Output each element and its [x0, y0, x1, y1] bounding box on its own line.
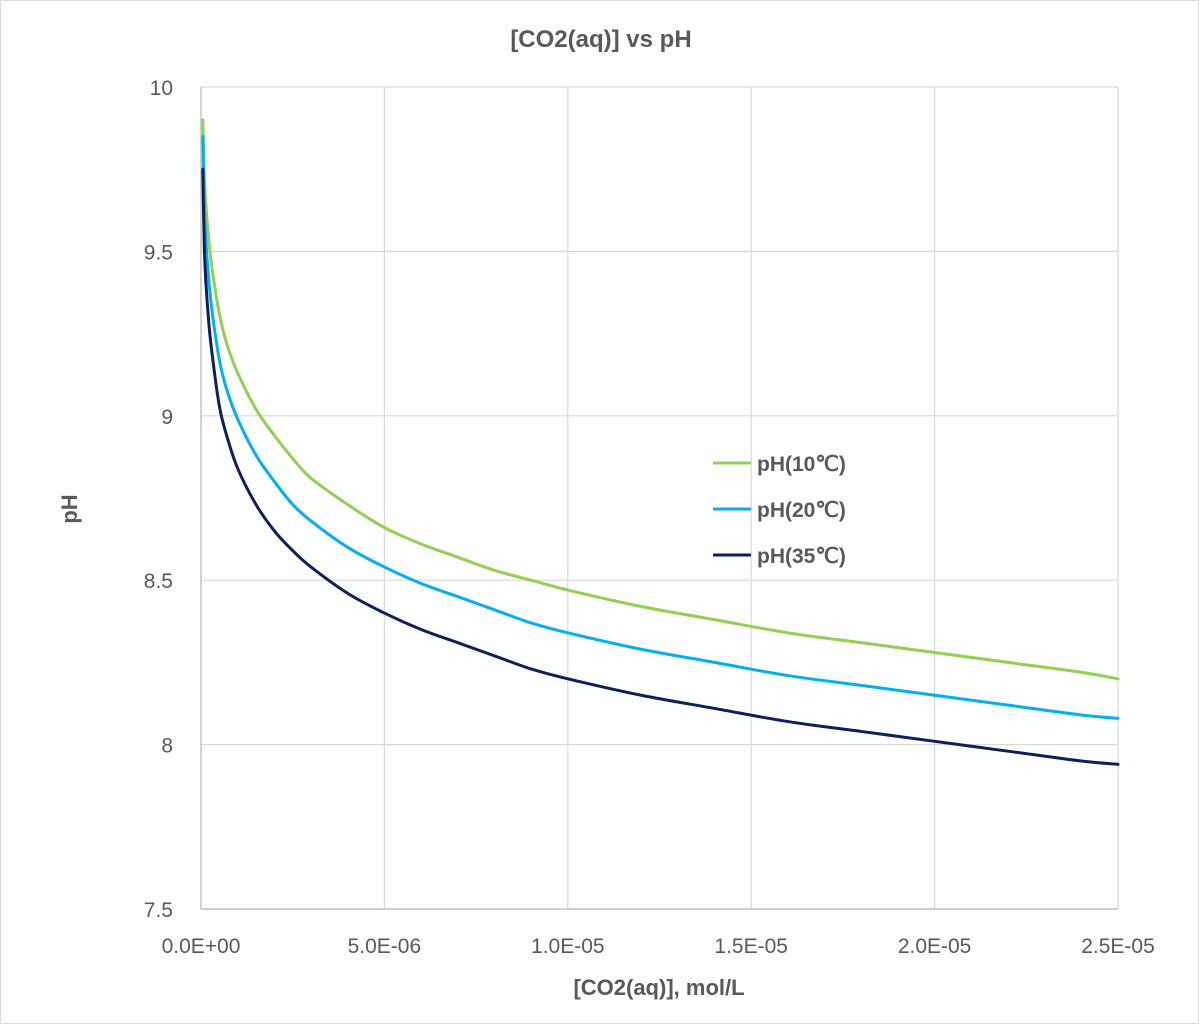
- y-tick-label: 9: [161, 406, 173, 429]
- legend-entry-35c: pH(35℃): [713, 545, 846, 568]
- y-tick-label: 7.5: [144, 899, 173, 922]
- x-tick-label: 1.5E-05: [714, 935, 788, 958]
- legend-label-10c: pH(10℃): [757, 453, 846, 476]
- x-tick-label: 1.0E-05: [531, 935, 605, 958]
- series-line-20c: [201, 134, 1120, 720]
- legend-entry-20c: pH(20℃): [713, 499, 846, 522]
- legend-label-20c: pH(20℃): [757, 499, 846, 522]
- y-tick-label: 9.5: [144, 241, 173, 264]
- x-tick-label: 2.5E-05: [1081, 935, 1155, 958]
- x-tick-label: 5.0E-06: [348, 935, 422, 958]
- series-layer: [201, 118, 1120, 766]
- x-tick-label: 2.0E-05: [898, 935, 972, 958]
- chart-title: [CO2(aq)] vs pH: [510, 26, 691, 53]
- y-tick-label: 8.5: [144, 570, 173, 593]
- tick-layer: 7.5 8 8.5 9 9.5 10 0.0E+00 5.0E-06 1.0E-05 1.5E-0…: [144, 77, 1155, 958]
- x-tick-label: 0.0E+00: [162, 935, 241, 958]
- y-tick-label: 10: [150, 77, 173, 100]
- series-line-35c: [201, 167, 1120, 766]
- y-tick-label: 8: [161, 735, 173, 758]
- x-axis-label: [CO2(aq)], mol/L: [573, 975, 744, 1000]
- legend: pH(10℃) pH(20℃) pH(35℃): [713, 453, 846, 568]
- series-line-10c: [201, 118, 1120, 681]
- legend-label-35c: pH(35℃): [757, 545, 846, 568]
- legend-entry-10c: pH(10℃): [713, 453, 846, 476]
- grid-layer: [200, 86, 1119, 910]
- y-axis-label: pH: [57, 494, 82, 523]
